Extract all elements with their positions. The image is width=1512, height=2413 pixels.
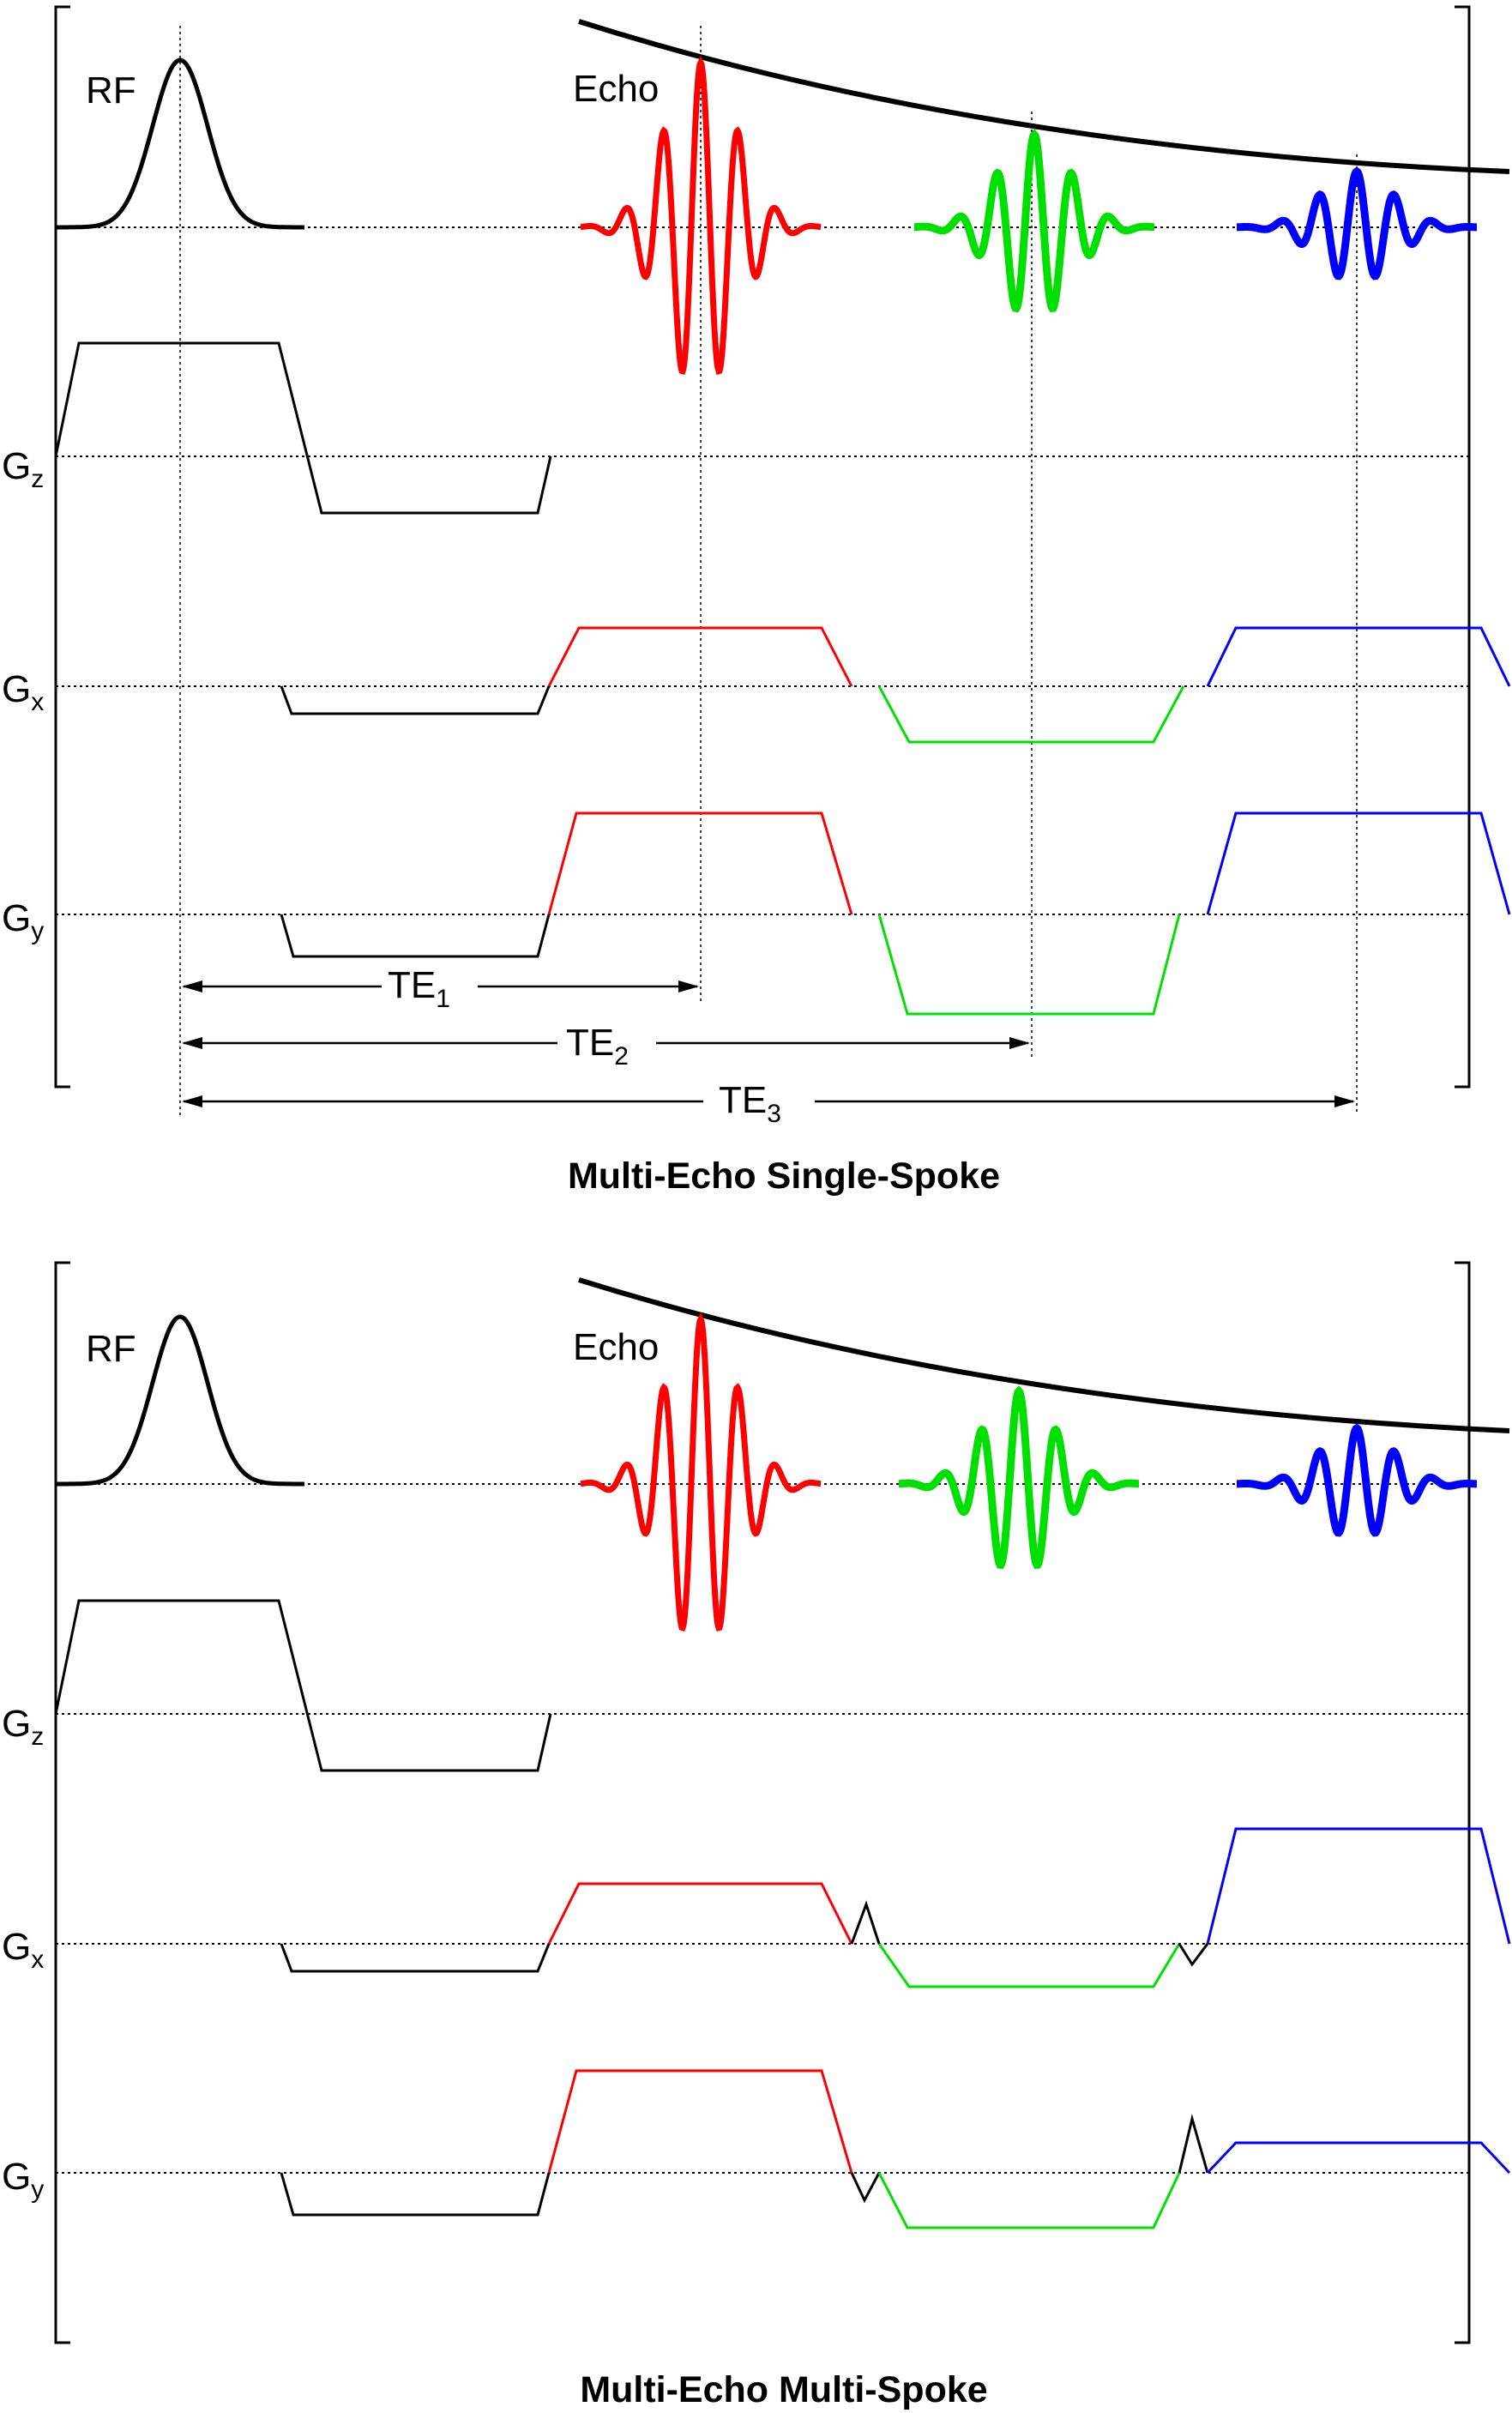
- gz-waveform: [54, 1599, 552, 1772]
- echo-label: Echo: [573, 1326, 659, 1368]
- gx-label: Gx: [2, 668, 44, 716]
- te3-label: TE3: [719, 1079, 781, 1128]
- caption-single-spoke: Multi-Echo Single-Spoke: [568, 1155, 1000, 1197]
- echo-3-signal: [1237, 166, 1477, 281]
- echo-2-signal: [899, 1385, 1139, 1570]
- caption-multi-spoke: Multi-Echo Multi-Spoke: [580, 2369, 987, 2410]
- gy-blip-2: [1178, 2114, 1209, 2174]
- gx-blip-2: [1178, 1943, 1209, 1967]
- gz-label: Gz: [2, 1703, 44, 1751]
- gz-label: Gz: [2, 445, 44, 493]
- echo-2-signal: [914, 129, 1154, 313]
- gz-waveform: [54, 341, 552, 515]
- t2-decay-curve: [578, 19, 1510, 174]
- gy-waveform: [280, 811, 1511, 1016]
- baselines: [56, 226, 1469, 915]
- te1-label: TE1: [388, 964, 450, 1013]
- gy-label: Gy: [2, 897, 44, 945]
- left-bracket: [54, 5, 70, 1089]
- right-bracket: [1455, 5, 1471, 1089]
- echo-label: Echo: [573, 68, 659, 110]
- rf-label: RF: [86, 1328, 136, 1370]
- rf-pulse: [56, 57, 304, 230]
- gy-label: Gy: [2, 2156, 44, 2204]
- time-markers: [179, 26, 1358, 1115]
- rf-pulse: [56, 1314, 304, 1487]
- gx-label: Gx: [2, 1926, 44, 1974]
- gy-blip-1: [850, 2172, 881, 2204]
- gx-waveform: [280, 626, 1511, 744]
- panel-single-spoke: RF Echo Gz Gx Gy TE1 TE2 TE3 Multi-Echo …: [2, 5, 1511, 1197]
- rf-label: RF: [86, 69, 136, 112]
- te-arrows: [184, 985, 1353, 1103]
- gx-blip-1: [850, 1900, 881, 1945]
- right-bracket: [1455, 1261, 1471, 2344]
- echo-3-signal: [1237, 1423, 1477, 1537]
- te-arrowheads: [182, 980, 1355, 1107]
- te2-label: TE2: [566, 1022, 629, 1071]
- left-bracket: [54, 1261, 70, 2344]
- panel-multi-spoke: RF Echo Gz Gx Gy Multi-Echo Multi-Spoke: [2, 1261, 1511, 2410]
- echo-1-signal: [580, 1312, 822, 1632]
- echo-1-signal: [580, 56, 822, 376]
- gy-waveform: [280, 2069, 1511, 2229]
- gx-waveform: [280, 1827, 1511, 1988]
- t2-decay-curve: [578, 1277, 1510, 1433]
